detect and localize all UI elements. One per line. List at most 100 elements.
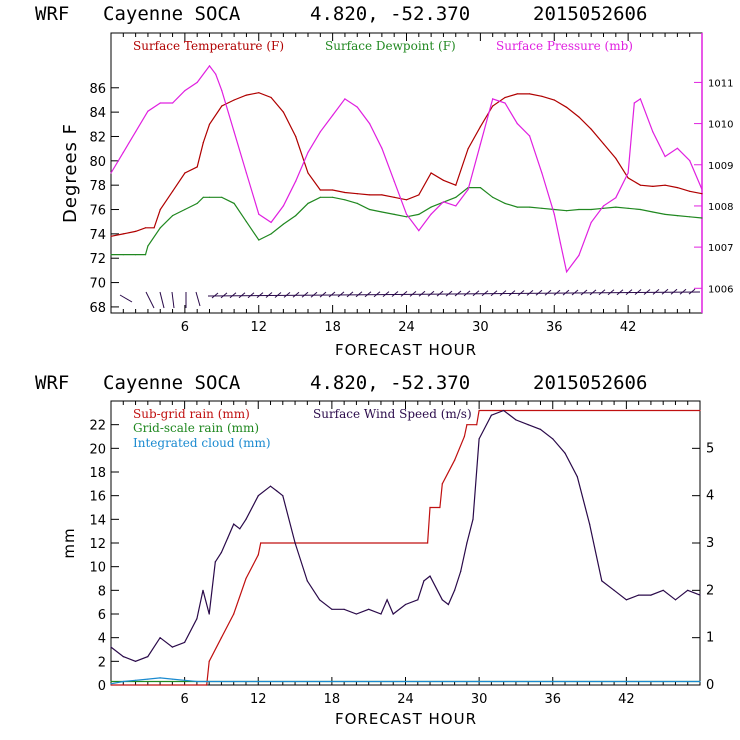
series-surface-temperature-f-point: [541, 95, 543, 97]
y2-tick-label: 1008: [708, 202, 733, 213]
series-surface-pressure-mb-point: [418, 230, 420, 232]
series-surface-pressure-mb-point: [541, 172, 543, 174]
series-surface-dewpoint-f-point: [245, 221, 247, 223]
series-surface-pressure-mb-point: [405, 213, 408, 215]
series-surface-wind-speed-m-s-point: [687, 589, 689, 591]
series-surface-temperature-f-point: [590, 128, 592, 130]
series-surface-wind-speed-m-s-point: [613, 589, 615, 591]
series-surface-temperature-f-point: [110, 235, 112, 237]
panel2-model: WRF: [35, 372, 69, 394]
series-surface-pressure-mb-point: [172, 102, 174, 104]
legend-surface-dewpoint: Surface Dewpoint (F): [325, 39, 456, 53]
series-surface-wind-speed-m-s-point: [699, 594, 701, 596]
series-surface-temperature-f-point: [184, 172, 186, 174]
series-surface-temperature-f-point: [159, 208, 161, 211]
panel2-run: 2015052606: [533, 372, 647, 394]
series-surface-temperature-f-point: [664, 184, 666, 186]
series-surface-dewpoint-f-point: [701, 217, 703, 219]
series-surface-pressure-mb-point: [701, 188, 703, 191]
series-surface-temperature-f-point: [144, 227, 147, 229]
series-surface-dewpoint-f-point: [529, 206, 531, 208]
series-surface-wind-speed-m-s-point: [276, 490, 278, 492]
precipitation-panel: WRF Cayenne SOCA 4.820, -52.370 20150526…: [35, 372, 714, 728]
series-surface-wind-speed-m-s-point: [503, 409, 505, 412]
x-tick-label: 24: [397, 692, 414, 707]
series-surface-pressure-mb-point: [504, 102, 506, 104]
series-surface-pressure-mb-point: [516, 123, 518, 125]
series-surface-dewpoint-f-point: [504, 202, 506, 204]
series-surface-dewpoint-f-point: [122, 254, 124, 256]
y-tick-label: 84: [89, 106, 106, 121]
series-surface-wind-speed-m-s-point: [564, 452, 566, 454]
series-sub-grid-rain-mm-point: [454, 459, 456, 461]
series-sub-grid-rain-mm-point: [257, 554, 259, 556]
series-surface-wind-speed-m-s-point: [214, 561, 216, 563]
series-surface-wind-speed-m-s-point: [417, 599, 419, 601]
series-surface-temperature-f-point: [455, 184, 457, 186]
y-tick-label: 0: [98, 679, 106, 694]
series-grid-scale-rain-mm-point: [110, 680, 112, 683]
series-surface-wind-speed-m-s-point: [601, 580, 603, 582]
series-surface-wind-speed-m-s-point: [589, 523, 591, 525]
series-surface-temperature-f-point: [492, 105, 494, 107]
series-integrated-cloud-mm-point: [233, 680, 235, 683]
series-sub-grid-rain-mm-point: [208, 660, 210, 662]
y-tick-label: 8: [98, 584, 106, 599]
y2-tick-label: 0: [706, 678, 714, 693]
series-surface-wind-speed-m-s-point: [423, 580, 425, 582]
series-sub-grid-rain-mm-point: [110, 684, 112, 686]
panel2-station: Cayenne SOCA: [103, 372, 241, 394]
panel1-run: 2015052606: [533, 3, 647, 25]
y-tick-label: 4: [98, 632, 106, 647]
series-surface-temperature-f-point: [529, 93, 531, 95]
x-tick-label: 18: [324, 320, 341, 335]
series-surface-pressure-mb-point: [208, 65, 211, 67]
series-surface-temperature-f-point: [258, 92, 260, 94]
series-surface-wind-speed-m-s-point: [478, 438, 480, 440]
series-sub-grid-rain-mm-point: [466, 424, 468, 426]
series-surface-temperature-f-point: [202, 142, 204, 144]
series-surface-temperature-f-point: [369, 194, 371, 196]
series-surface-temperature-f-point: [135, 230, 137, 232]
series-surface-wind-speed-m-s-point: [368, 608, 370, 610]
y2-tick-label: 1010: [708, 120, 733, 131]
series-surface-wind-speed-m-s-point: [539, 428, 542, 430]
series-surface-wind-speed-m-s-point: [576, 476, 578, 478]
panel1-ylabel: Degrees F: [60, 123, 81, 223]
series-surface-dewpoint-f-point: [566, 210, 568, 212]
series-surface-pressure-mb-point: [344, 98, 346, 100]
series-surface-dewpoint-f-point: [590, 208, 592, 211]
series-surface-dewpoint-f-point: [135, 254, 137, 256]
series-surface-dewpoint-f-point: [258, 239, 260, 241]
series-surface-pressure-mb-point: [602, 205, 605, 207]
y-tick-label: 68: [89, 301, 106, 316]
series-surface-dewpoint-f-point: [270, 233, 272, 235]
series-surface-dewpoint-f-point: [208, 196, 211, 198]
series-surface-temperature-f-point: [221, 105, 223, 107]
legend-gridscale-rain: Grid-scale rain (mm): [133, 421, 259, 435]
temperature-panel: WRF Cayenne SOCA 4.820, -52.370 20150526…: [35, 3, 733, 359]
series-surface-wind-speed-m-s-point: [355, 613, 357, 615]
x-tick-label: 42: [618, 692, 635, 707]
series-surface-pressure-mb-point: [196, 81, 198, 83]
series-surface-temperature-f-point: [196, 166, 198, 168]
series-surface-wind-speed-m-s-point: [196, 618, 198, 620]
series-surface-wind-speed-m-s-point: [220, 551, 222, 554]
panel2-coords: 4.820, -52.370: [310, 372, 470, 394]
series-surface-wind-speed-m-s-point: [159, 637, 161, 639]
series-surface-wind-speed-m-s-point: [282, 495, 284, 497]
series-surface-wind-speed-m-s-point: [257, 495, 259, 497]
series-integrated-cloud-mm-point: [122, 680, 124, 683]
series-surface-dewpoint-f-point: [381, 211, 383, 213]
y-tick-label: 82: [89, 130, 106, 145]
x-tick-label: 36: [546, 320, 563, 335]
y-tick-label: 80: [89, 155, 106, 170]
series-surface-pressure-mb-point: [233, 131, 235, 133]
series-surface-dewpoint-f-point: [553, 208, 555, 211]
series-surface-dewpoint-f-point: [602, 207, 605, 209]
series-surface-temperature-f-point: [479, 126, 481, 128]
series-surface-temperature-f-point: [701, 193, 703, 195]
series-surface-dewpoint-f-point: [159, 227, 161, 229]
series-surface-pressure-mb-point: [381, 147, 383, 149]
